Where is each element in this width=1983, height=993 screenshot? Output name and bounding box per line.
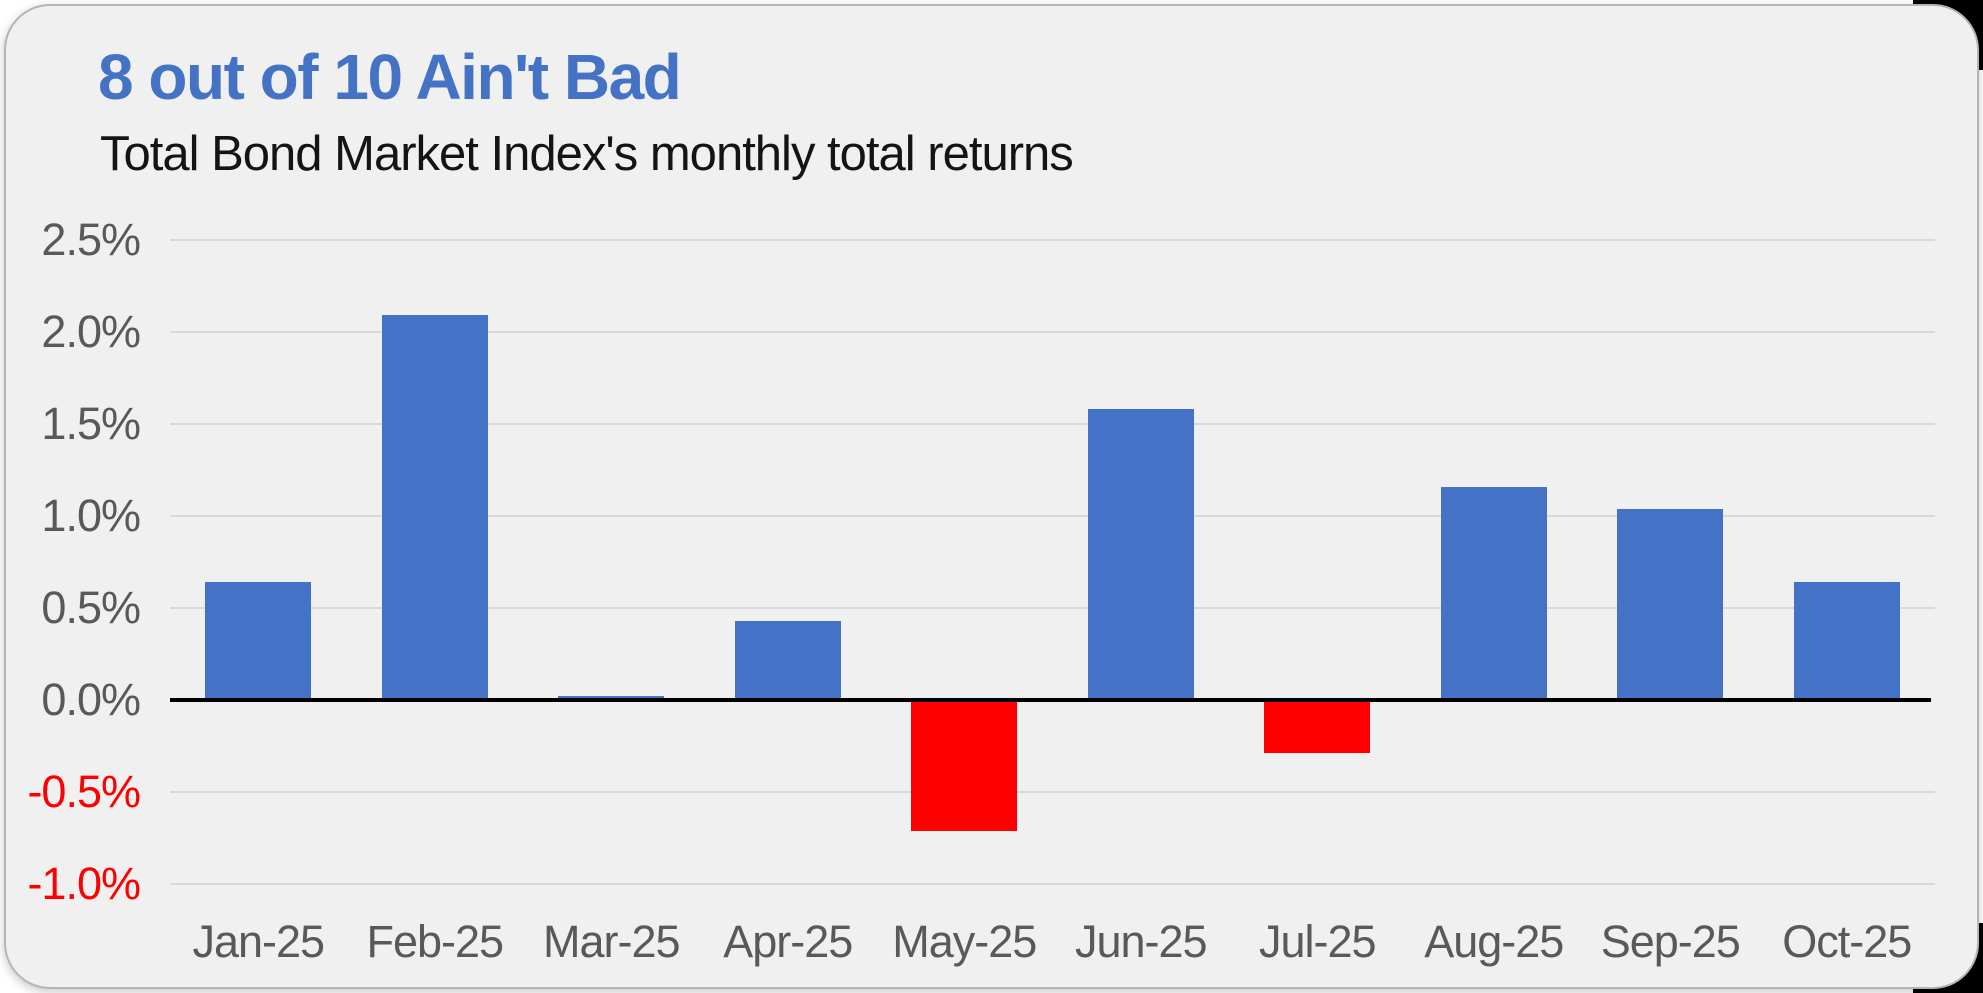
x-axis-tick-label: Oct-25	[1782, 916, 1912, 967]
bar-Jun-25	[1087, 409, 1194, 700]
x-axis-tick-label: Apr-25	[723, 916, 853, 967]
y-axis-tick-label: 1.0%	[41, 490, 141, 541]
chart-title: 8 out of 10 Ain't Bad	[98, 41, 682, 113]
chart-subtitle: Total Bond Market Index's monthly total …	[100, 127, 1074, 181]
x-axis-tick-label: Mar-25	[542, 916, 681, 967]
y-axis-tick-label: 2.5%	[41, 214, 141, 265]
gridline	[170, 883, 1935, 885]
x-axis-tick-label: Jul-25	[1258, 916, 1377, 967]
y-axis-tick-label: 0.0%	[41, 674, 141, 725]
bar-Jul-25	[1264, 700, 1371, 754]
gridline	[170, 423, 1935, 425]
bar-Aug-25	[1440, 486, 1547, 700]
y-axis-tick-label: -0.5%	[27, 766, 141, 817]
x-axis-tick-label: Sep-25	[1600, 916, 1741, 967]
x-axis-tick-label: Jun-25	[1074, 916, 1208, 967]
y-axis-tick-label: 1.5%	[41, 398, 141, 449]
x-axis-tick-label: May-25	[892, 916, 1037, 967]
gridline	[170, 791, 1935, 793]
bar-Oct-25	[1793, 582, 1900, 700]
y-axis-tick-label: 0.5%	[41, 582, 141, 633]
bar-Jan-25	[205, 582, 312, 700]
bar-Feb-25	[381, 315, 488, 700]
gridline	[170, 239, 1935, 241]
bar-May-25	[911, 700, 1018, 831]
y-axis-tick-label: -1.0%	[27, 858, 141, 909]
x-axis-line	[170, 698, 1931, 702]
x-axis-tick-label: Jan-25	[192, 916, 325, 967]
gridline	[170, 331, 1935, 333]
x-axis-tick-label: Aug-25	[1424, 916, 1564, 967]
gridline	[170, 607, 1935, 609]
x-axis-tick-label: Feb-25	[366, 916, 504, 967]
bar-Sep-25	[1617, 508, 1724, 700]
bar-Apr-25	[734, 620, 841, 700]
y-axis-tick-label: 2.0%	[41, 306, 141, 357]
gridline	[170, 515, 1935, 517]
